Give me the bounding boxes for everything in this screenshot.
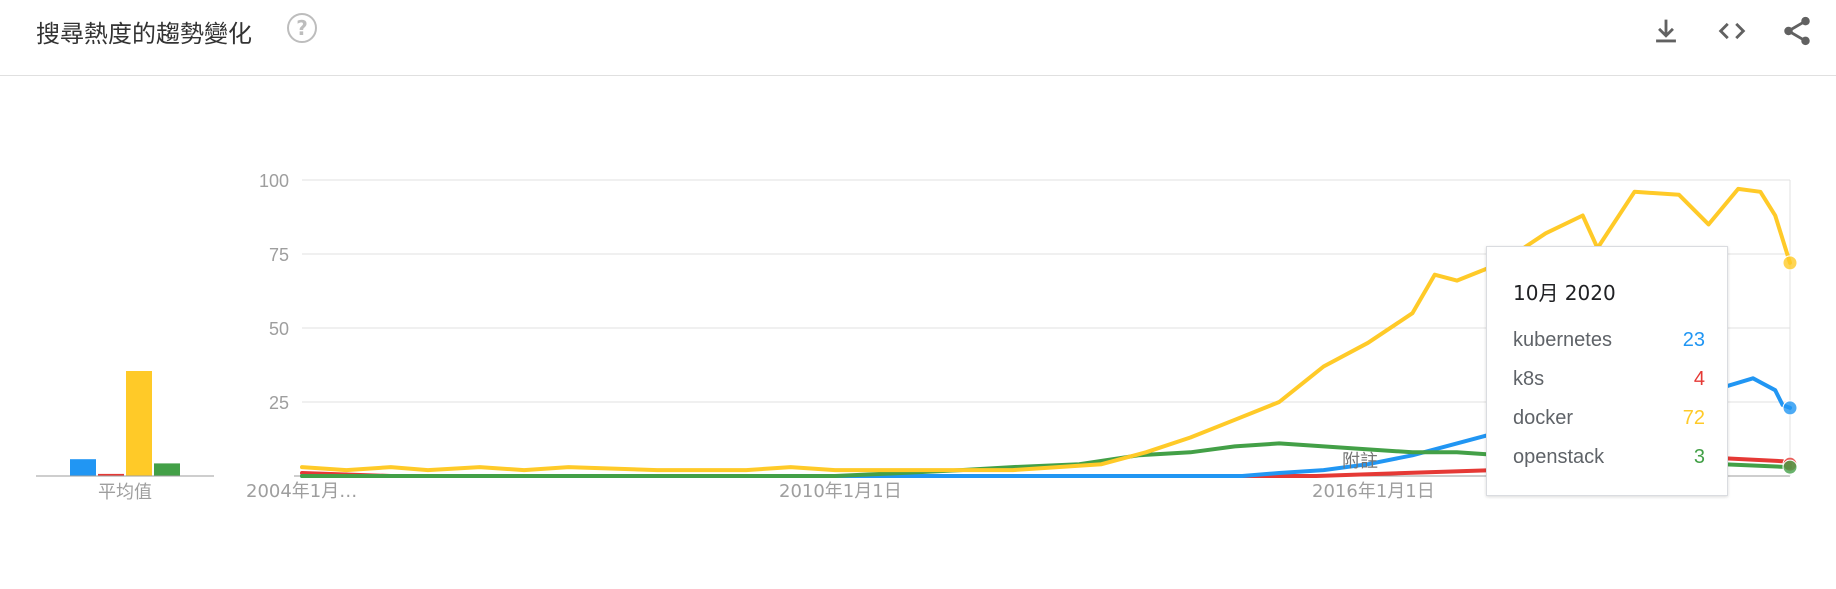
- x-tick-label: 2010年1月1日: [779, 481, 902, 502]
- tooltip-series-value: 3: [1693, 446, 1705, 468]
- tooltip-series-name: kubernetes: [1513, 329, 1612, 351]
- average-label: 平均值: [98, 482, 152, 503]
- average-bar-openstack: [154, 463, 180, 476]
- tooltip-series-name: openstack: [1513, 446, 1605, 468]
- share-icon[interactable]: [1780, 14, 1814, 48]
- y-tick-label: 100: [259, 171, 289, 191]
- tooltip-series-value: 72: [1682, 407, 1705, 429]
- series-point-kubernetes: [1782, 400, 1798, 416]
- y-tick-label: 75: [269, 245, 289, 265]
- embed-code-icon[interactable]: [1715, 14, 1749, 48]
- tooltip-row-docker: docker 72: [1513, 407, 1705, 433]
- average-bar-k8s: [98, 473, 124, 476]
- tooltip-row-k8s: k8s 4: [1513, 368, 1705, 394]
- tooltip-row-kubernetes: kubernetes 23: [1513, 329, 1705, 355]
- x-tick-label: 2016年1月1日: [1312, 481, 1435, 502]
- average-bar-kubernetes: [70, 459, 96, 476]
- y-tick-label: 25: [269, 393, 289, 413]
- annotation-label: 附註: [1342, 451, 1378, 472]
- series-line-docker: [300, 186, 1792, 473]
- y-tick-label: 50: [269, 319, 289, 339]
- chart-title: 搜尋熱度的趨勢變化: [36, 20, 252, 48]
- tooltip-date: 10月 2020: [1513, 281, 1616, 305]
- x-tick-label: 2004年1月…: [246, 481, 357, 502]
- tooltip-series-value: 4: [1693, 368, 1705, 390]
- series-point-openstack: [1782, 459, 1798, 475]
- average-bar-docker: [126, 371, 152, 476]
- download-icon[interactable]: [1649, 14, 1683, 48]
- series-point-docker: [1782, 255, 1798, 271]
- tooltip-card: 10月 2020 kubernetes 23 k8s 4 docker 72 o…: [1486, 246, 1728, 496]
- tooltip-series-name: k8s: [1513, 368, 1545, 390]
- tooltip-series-value: 23: [1682, 329, 1705, 351]
- tooltip-row-openstack: openstack 3: [1513, 446, 1705, 472]
- chart-header: 搜尋熱度的趨勢變化 ?: [0, 0, 1836, 76]
- tooltip-series-name: docker: [1513, 407, 1574, 429]
- help-icon[interactable]: ?: [287, 13, 317, 43]
